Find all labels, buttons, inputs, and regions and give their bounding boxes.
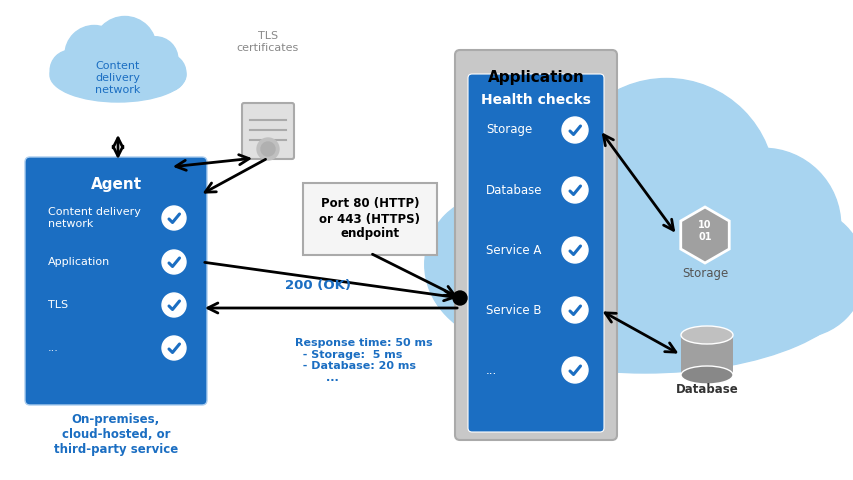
FancyBboxPatch shape: [25, 157, 206, 405]
Circle shape: [561, 297, 588, 323]
Text: TLS
certificates: TLS certificates: [236, 31, 299, 53]
Circle shape: [148, 54, 186, 92]
Text: Health checks: Health checks: [480, 93, 590, 107]
Circle shape: [561, 237, 588, 263]
Circle shape: [261, 142, 275, 156]
Circle shape: [257, 138, 279, 160]
Text: 200 (OK): 200 (OK): [285, 278, 351, 291]
FancyBboxPatch shape: [455, 50, 616, 440]
Circle shape: [162, 293, 186, 317]
Circle shape: [561, 117, 588, 143]
Text: Database: Database: [675, 384, 738, 396]
Text: Application: Application: [487, 70, 583, 84]
Circle shape: [50, 50, 90, 91]
Text: Content delivery
network: Content delivery network: [48, 207, 141, 229]
Text: Response time: 50 ms
  - Storage:  5 ms
  - Database: 20 ms
        ...: Response time: 50 ms - Storage: 5 ms - D…: [294, 338, 432, 383]
Circle shape: [424, 195, 564, 334]
Circle shape: [452, 291, 467, 305]
Circle shape: [133, 37, 177, 82]
Circle shape: [162, 250, 186, 274]
Text: Service A: Service A: [485, 243, 541, 256]
Circle shape: [65, 25, 124, 84]
Text: Port 80 (HTTP)
or 443 (HTTPS)
endpoint: Port 80 (HTTP) or 443 (HTTPS) endpoint: [319, 197, 420, 240]
Text: Content
delivery
network: Content delivery network: [96, 61, 141, 95]
Polygon shape: [680, 207, 728, 263]
Circle shape: [685, 148, 839, 303]
Text: Database: Database: [485, 183, 542, 196]
Circle shape: [162, 336, 186, 360]
FancyBboxPatch shape: [303, 183, 437, 255]
Text: TLS: TLS: [48, 300, 68, 310]
Circle shape: [734, 207, 853, 337]
Text: Service B: Service B: [485, 303, 541, 316]
Circle shape: [561, 357, 588, 383]
Ellipse shape: [680, 366, 732, 384]
Circle shape: [557, 79, 774, 296]
Text: Storage: Storage: [681, 266, 728, 279]
FancyBboxPatch shape: [680, 335, 732, 375]
Text: ...: ...: [48, 343, 59, 353]
Text: Agent: Agent: [90, 177, 142, 192]
Circle shape: [93, 16, 156, 80]
Ellipse shape: [430, 187, 853, 373]
FancyBboxPatch shape: [467, 74, 603, 432]
Circle shape: [468, 109, 670, 311]
Ellipse shape: [680, 326, 732, 344]
Text: ...: ...: [485, 363, 496, 376]
Text: Storage: Storage: [485, 123, 531, 136]
Ellipse shape: [50, 48, 186, 102]
FancyBboxPatch shape: [241, 103, 293, 159]
Text: Application: Application: [48, 257, 110, 267]
Circle shape: [561, 177, 588, 203]
Text: 10
01: 10 01: [698, 220, 711, 242]
Text: On-premises,
cloud-hosted, or
third-party service: On-premises, cloud-hosted, or third-part…: [54, 413, 178, 456]
Circle shape: [162, 206, 186, 230]
